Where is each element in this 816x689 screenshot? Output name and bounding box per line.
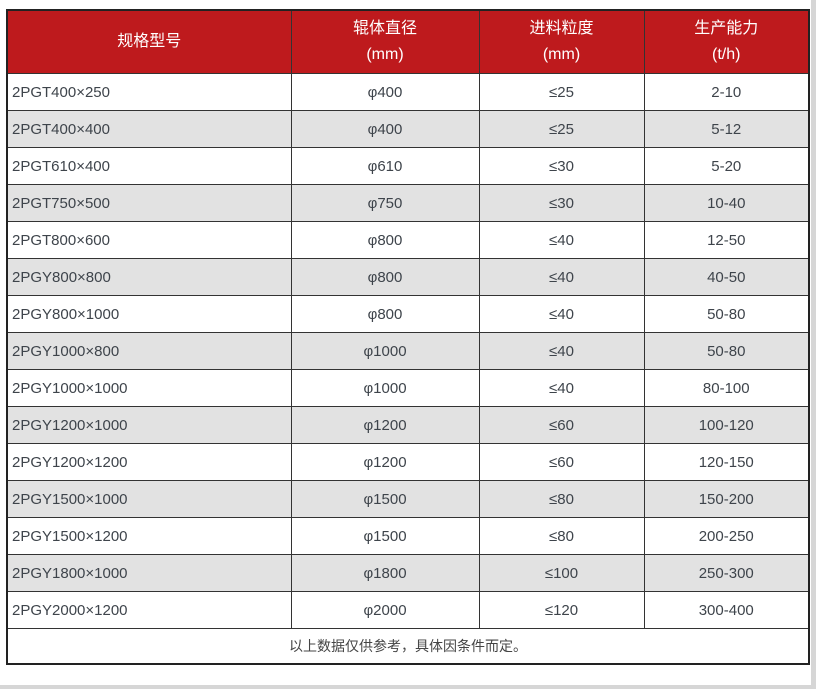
model-cell: 2PGY1200×1000 <box>6 406 292 444</box>
capacity-cell: 10-40 <box>643 184 810 222</box>
feed-size-cell: ≤100 <box>478 554 645 592</box>
capacity-cell: 120-150 <box>643 443 810 481</box>
column-header-capacity-label: 生产能力 <box>694 20 759 37</box>
feed-size-cell: ≤25 <box>478 110 645 148</box>
model-cell: 2PGY1800×1000 <box>6 554 292 592</box>
capacity-cell: 250-300 <box>643 554 810 592</box>
capacity-cell: 40-50 <box>643 258 810 296</box>
column-header-feed-size-unit: (mm) <box>542 46 581 63</box>
feed-size-cell: ≤40 <box>478 332 645 370</box>
table-row: 2PGY1200×1000 φ1200 ≤60 100-120 <box>6 406 810 444</box>
feed-size-cell: ≤120 <box>478 591 645 629</box>
roller-diameter-cell: φ800 <box>290 258 480 296</box>
model-cell: 2PGY1000×800 <box>6 332 292 370</box>
table-body: 2PGT400×250 φ400 ≤25 2-10 2PGT400×400 φ400 ≤25… <box>6 73 810 629</box>
feed-size-cell: ≤80 <box>478 480 645 518</box>
header-row: 规格型号 辊体直径 (mm) 进料粒度 (mm) 生产能力 (t/h) <box>6 9 810 74</box>
feed-size-cell: ≤40 <box>478 258 645 296</box>
roller-diameter-cell: φ1000 <box>290 369 480 407</box>
table-row: 2PGT750×500 φ750 ≤30 10-40 <box>6 184 810 222</box>
column-header-roller-diameter-unit: (mm) <box>366 46 404 63</box>
model-cell: 2PGY800×800 <box>6 258 292 296</box>
column-header-roller-diameter-label: 辊体直径 <box>352 20 417 37</box>
table-row: 2PGY1000×800 φ1000 ≤40 50-80 <box>6 332 810 370</box>
capacity-cell: 5-20 <box>643 147 810 185</box>
feed-size-cell: ≤40 <box>478 221 645 259</box>
model-cell: 2PGY1500×1000 <box>6 480 292 518</box>
feed-size-cell: ≤40 <box>478 369 645 407</box>
table-row: 2PGT610×400 φ610 ≤30 5-20 <box>6 147 810 185</box>
capacity-cell: 5-12 <box>643 110 810 148</box>
roller-diameter-cell: φ800 <box>290 295 480 333</box>
footer-note: 以上数据仅供参考，具体因条件而定。 <box>6 628 810 665</box>
roller-diameter-cell: φ400 <box>290 110 480 148</box>
roller-diameter-cell: φ1800 <box>290 554 480 592</box>
column-header-capacity-unit: (t/h) <box>712 46 741 63</box>
capacity-cell: 150-200 <box>643 480 810 518</box>
table-row: 2PGY1500×1000 φ1500 ≤80 150-200 <box>6 480 810 518</box>
roller-diameter-cell: φ1500 <box>290 517 480 555</box>
table-row: 2PGY800×1000 φ800 ≤40 50-80 <box>6 295 810 333</box>
roller-diameter-cell: φ1000 <box>290 332 480 370</box>
model-cell: 2PGT400×250 <box>6 73 292 111</box>
table-row: 2PGY2000×1200 φ2000 ≤120 300-400 <box>6 591 810 629</box>
roller-diameter-cell: φ800 <box>290 221 480 259</box>
table-row: 2PGT400×400 φ400 ≤25 5-12 <box>6 110 810 148</box>
column-header-capacity: 生产能力 (t/h) <box>643 9 810 74</box>
table-row: 2PGY1000×1000 φ1000 ≤40 80-100 <box>6 369 810 407</box>
table-row: 2PGT400×250 φ400 ≤25 2-10 <box>6 73 810 111</box>
feed-size-cell: ≤30 <box>478 184 645 222</box>
capacity-cell: 80-100 <box>643 369 810 407</box>
footer-row: 以上数据仅供参考，具体因条件而定。 <box>6 628 810 665</box>
feed-size-cell: ≤60 <box>478 443 645 481</box>
model-cell: 2PGT800×600 <box>6 221 292 259</box>
table-row: 2PGY1200×1200 φ1200 ≤60 120-150 <box>6 443 810 481</box>
feed-size-cell: ≤60 <box>478 406 645 444</box>
capacity-cell: 100-120 <box>643 406 810 444</box>
model-cell: 2PGY1500×1200 <box>6 517 292 555</box>
roller-diameter-cell: φ2000 <box>290 591 480 629</box>
model-cell: 2PGT750×500 <box>6 184 292 222</box>
model-cell: 2PGT610×400 <box>6 147 292 185</box>
model-cell: 2PGY800×1000 <box>6 295 292 333</box>
roller-diameter-cell: φ1500 <box>290 480 480 518</box>
column-header-feed-size-label: 进料粒度 <box>529 20 594 37</box>
column-header-model: 规格型号 <box>6 9 292 74</box>
capacity-cell: 50-80 <box>643 332 810 370</box>
spec-table-container: 规格型号 辊体直径 (mm) 进料粒度 (mm) 生产能力 (t/h) <box>6 9 810 665</box>
feed-size-cell: ≤80 <box>478 517 645 555</box>
capacity-cell: 2-10 <box>643 73 810 111</box>
roller-diameter-cell: φ1200 <box>290 443 480 481</box>
column-header-feed-size: 进料粒度 (mm) <box>478 9 645 74</box>
feed-size-cell: ≤40 <box>478 295 645 333</box>
table-row: 2PGT800×600 φ800 ≤40 12-50 <box>6 221 810 259</box>
model-cell: 2PGY1000×1000 <box>6 369 292 407</box>
table-row: 2PGY800×800 φ800 ≤40 40-50 <box>6 258 810 296</box>
roller-diameter-cell: φ610 <box>290 147 480 185</box>
table-row: 2PGY1800×1000 φ1800 ≤100 250-300 <box>6 554 810 592</box>
capacity-cell: 50-80 <box>643 295 810 333</box>
spec-table: 规格型号 辊体直径 (mm) 进料粒度 (mm) 生产能力 (t/h) <box>6 9 810 665</box>
model-cell: 2PGY2000×1200 <box>6 591 292 629</box>
model-cell: 2PGT400×400 <box>6 110 292 148</box>
feed-size-cell: ≤25 <box>478 73 645 111</box>
table-row: 2PGY1500×1200 φ1500 ≤80 200-250 <box>6 517 810 555</box>
capacity-cell: 12-50 <box>643 221 810 259</box>
roller-diameter-cell: φ750 <box>290 184 480 222</box>
model-cell: 2PGY1200×1200 <box>6 443 292 481</box>
capacity-cell: 300-400 <box>643 591 810 629</box>
column-header-model-label: 规格型号 <box>117 33 182 50</box>
roller-diameter-cell: φ1200 <box>290 406 480 444</box>
column-header-roller-diameter: 辊体直径 (mm) <box>290 9 480 74</box>
feed-size-cell: ≤30 <box>478 147 645 185</box>
roller-diameter-cell: φ400 <box>290 73 480 111</box>
capacity-cell: 200-250 <box>643 517 810 555</box>
